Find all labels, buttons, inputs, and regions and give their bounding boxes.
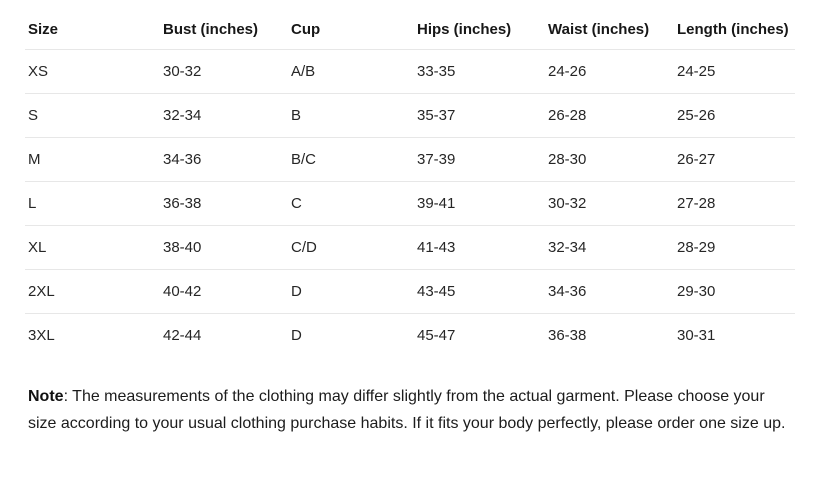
table-cell: C/D [288, 225, 414, 270]
table-row: 3XL 42-44 D 45-47 36-38 30-31 [25, 313, 795, 357]
table-cell: 32-34 [545, 225, 674, 270]
table-cell: 42-44 [163, 326, 202, 344]
table-cell: L [25, 181, 160, 226]
table-cell: B/C [288, 137, 414, 182]
table-cell: A/B [288, 49, 414, 94]
table-cell: M [25, 137, 160, 182]
table-row: M 34-36 B/C 37-39 28-30 26-27 [25, 137, 795, 182]
table-cell: 27-28 [674, 181, 795, 226]
table-cell: 35-37 [414, 93, 545, 138]
table-cell: 29-30 [674, 269, 795, 314]
column-header: Length (inches) [674, 10, 795, 50]
column-header: Hips (inches) [414, 10, 545, 50]
size-chart-table: Size Bust (inches) Cup Hips (inches) Waist (… [25, 10, 795, 357]
table-row: XL 38-40 C/D 41-43 32-34 28-29 [25, 225, 795, 270]
table-cell: 30-32 [545, 181, 674, 226]
table-cell: 45-47 [417, 326, 456, 344]
table-cell: 43-45 [414, 269, 545, 314]
table-cell: 28-30 [545, 137, 674, 182]
table-cell: 25-26 [674, 93, 795, 138]
table-cell: 33-35 [414, 49, 545, 94]
table-cell: C [288, 181, 414, 226]
table-row: L 36-38 C 39-41 30-32 27-28 [25, 181, 795, 226]
column-header: Cup [288, 10, 414, 50]
table-cell: S [25, 93, 160, 138]
table-cell: 24-25 [674, 49, 795, 94]
size-chart-header-row: Size Bust (inches) Cup Hips (inches) Waist (… [25, 10, 795, 50]
table-cell: B [288, 93, 414, 138]
table-cell: D [291, 326, 302, 344]
table-cell: 40-42 [160, 269, 288, 314]
size-chart-note: Note: The measurements of the clothing m… [28, 383, 797, 437]
table-row: XS 30-32 A/B 33-35 24-26 24-25 [25, 49, 795, 94]
table-cell: 41-43 [414, 225, 545, 270]
column-header: Waist (inches) [545, 10, 674, 50]
table-cell: D [288, 269, 414, 314]
table-cell: 2XL [25, 269, 160, 314]
table-cell: 32-34 [160, 93, 288, 138]
note-label: Note [28, 388, 64, 405]
table-cell: 37-39 [414, 137, 545, 182]
table-cell: 26-28 [545, 93, 674, 138]
table-row: S 32-34 B 35-37 26-28 25-26 [25, 93, 795, 138]
table-cell: 30-32 [160, 49, 288, 94]
table-cell: 38-40 [160, 225, 288, 270]
column-header: Size [25, 10, 160, 50]
table-cell: 30-31 [677, 326, 716, 344]
table-cell: 24-26 [545, 49, 674, 94]
size-chart-body: XS 30-32 A/B 33-35 24-26 24-25 S 32-34 B 35-37 26-… [25, 49, 795, 357]
table-cell: 39-41 [414, 181, 545, 226]
table-cell: 36-38 [160, 181, 288, 226]
table-cell: 34-36 [160, 137, 288, 182]
table-cell: 34-36 [545, 269, 674, 314]
table-cell: XL [25, 225, 160, 270]
table-cell: XS [25, 49, 160, 94]
table-cell: 36-38 [548, 326, 587, 344]
column-header: Bust (inches) [160, 10, 288, 50]
table-cell: 26-27 [674, 137, 795, 182]
table-cell: 28-29 [674, 225, 795, 270]
table-row: 2XL 40-42 D 43-45 34-36 29-30 [25, 269, 795, 314]
note-text: : The measurements of the clothing may d… [28, 388, 786, 432]
table-cell: 3XL [28, 326, 55, 344]
